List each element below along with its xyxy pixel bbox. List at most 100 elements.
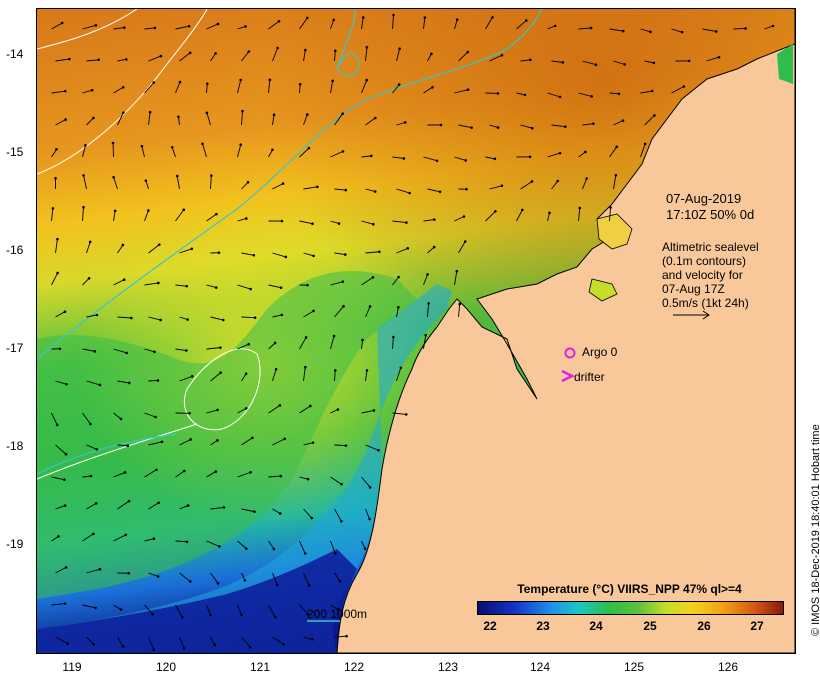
velocity-vector	[516, 20, 527, 30]
velocity-vector-head	[122, 278, 126, 282]
velocity-vector-head	[87, 277, 91, 280]
velocity-vector-head	[397, 306, 400, 309]
velocity-vector	[210, 372, 221, 382]
velocity-vector	[175, 284, 187, 287]
velocity-vector	[299, 405, 311, 414]
velocity-vector	[272, 636, 284, 645]
colorbar-tick: 22	[483, 619, 497, 633]
velocity-vector	[179, 636, 185, 649]
velocity-vector	[144, 604, 154, 615]
lon-label: 123	[437, 660, 459, 674]
velocity-vector-head	[121, 85, 125, 89]
velocity-vector	[609, 207, 611, 222]
velocity-vector	[241, 572, 246, 581]
velocity-vector-head	[68, 57, 71, 61]
sst-map-canvas	[37, 9, 795, 653]
velocity-vector	[206, 347, 221, 350]
velocity-vector	[330, 604, 339, 610]
velocity-vector	[458, 304, 461, 318]
velocity-vector-head	[157, 243, 161, 246]
velocity-vector-head	[282, 643, 285, 646]
velocity-vector-head	[279, 286, 283, 290]
velocity-vector	[117, 380, 130, 384]
velocity-vector	[241, 181, 249, 190]
velocity-vector-head	[744, 27, 747, 30]
velocity-vector	[303, 186, 318, 190]
velocity-vector-head	[126, 444, 130, 447]
velocity-vector-head	[175, 174, 179, 178]
argo-label: Argo 0	[582, 345, 618, 359]
velocity-vector-head	[210, 174, 213, 177]
velocity-vector-head	[124, 58, 128, 61]
velocity-vector-head	[178, 80, 182, 84]
velocity-vector-head	[369, 154, 373, 158]
velocity-vector	[299, 147, 310, 158]
lat-label: -16	[6, 243, 24, 257]
velocity-vector-head	[311, 441, 315, 444]
velocity-vector-head	[252, 253, 256, 257]
velocity-vector	[144, 538, 155, 542]
velocity-vector	[365, 117, 376, 126]
velocity-vector-head	[433, 218, 436, 221]
velocity-vector-head	[218, 545, 221, 548]
velocity-vector-head	[372, 409, 376, 412]
velocity-vector-head	[244, 217, 248, 220]
velocity-vector-head	[304, 336, 308, 339]
velocity-vector	[144, 282, 159, 286]
velocity-vector-head	[152, 537, 156, 541]
velocity-vector	[206, 112, 211, 126]
velocity-vector	[454, 271, 458, 286]
velocity-vector	[609, 146, 618, 158]
velocity-vector-head	[82, 174, 85, 177]
velocity-vector-head	[363, 547, 367, 550]
velocity-vector-head	[332, 18, 335, 22]
velocity-vector-head	[361, 338, 364, 342]
velocity-vector-head	[298, 82, 302, 86]
velocity-vector	[706, 56, 720, 62]
velocity-vector-head	[82, 205, 85, 209]
velocity-vector-head	[94, 502, 98, 505]
velocity-vector	[489, 185, 503, 190]
velocity-vector-head	[214, 470, 218, 473]
velocity-vector	[392, 220, 407, 224]
lat-label: -17	[6, 341, 24, 355]
velocity-vector	[330, 335, 335, 350]
velocity-vector	[547, 25, 556, 30]
velocity-vector	[520, 59, 531, 62]
velocity-vector	[113, 86, 124, 94]
argo-marker	[564, 347, 576, 359]
velocity-vector	[113, 412, 122, 420]
velocity-vector	[148, 55, 162, 62]
velocity-vector-head	[530, 126, 534, 130]
velocity-vector-head	[246, 180, 250, 184]
velocity-vector	[330, 540, 336, 554]
velocity-vector	[272, 314, 282, 318]
velocity-vector-head	[284, 255, 288, 259]
velocity-vector-head	[615, 145, 619, 149]
velocity-vector	[237, 540, 247, 549]
velocity-vector	[361, 540, 366, 549]
velocity-vector	[55, 311, 66, 318]
velocity-vector	[299, 604, 309, 615]
velocity-vector	[609, 92, 619, 95]
velocity-vector	[454, 19, 458, 30]
velocity-vector-head	[127, 499, 131, 503]
velocity-vector	[51, 90, 66, 94]
velocity-vector	[365, 508, 371, 520]
velocity-vector	[578, 151, 586, 158]
velocity-vector	[330, 409, 339, 414]
velocity-vector	[392, 276, 399, 286]
velocity-vector	[241, 252, 254, 256]
velocity-vector	[83, 175, 87, 190]
velocity-vector-head	[185, 284, 189, 288]
velocity-vector-head	[398, 47, 401, 51]
velocity-vector-head	[182, 469, 186, 473]
velocity-vector-head	[528, 155, 532, 159]
velocity-vector	[171, 147, 176, 158]
velocity-vector	[330, 150, 344, 158]
velocity-vector	[86, 444, 97, 450]
velocity-vector	[516, 92, 526, 96]
velocity-vector	[241, 636, 251, 648]
velocity-vector	[547, 92, 561, 98]
velocity-vector-head	[378, 250, 381, 254]
